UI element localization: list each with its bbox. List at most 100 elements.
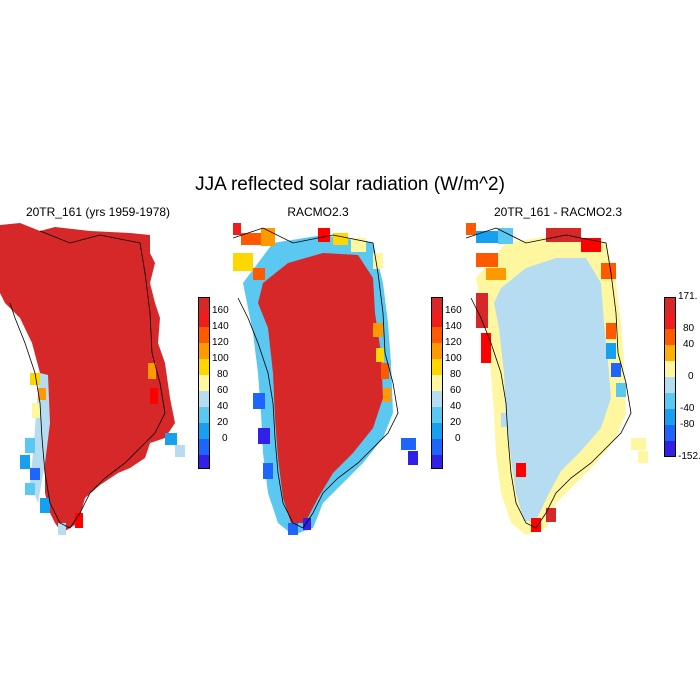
- colorbar-swatch: [198, 375, 210, 391]
- coast-cell: [466, 223, 476, 235]
- colorbar-label: 20: [450, 417, 462, 428]
- colorbar-swatch: [198, 407, 210, 423]
- colorbar-label: 40: [683, 339, 695, 350]
- colorbar-swatch: [664, 441, 676, 457]
- coast-cell: [40, 498, 50, 513]
- colorbar-swatch: [431, 375, 443, 391]
- coast-cell: [546, 508, 556, 522]
- coast-cell: [233, 253, 253, 271]
- colorbar-label: 40: [217, 401, 229, 412]
- colorbar-swatch: [664, 409, 676, 425]
- colorbar-label: 60: [217, 385, 229, 396]
- colorbar-swatch: [664, 313, 676, 329]
- coast-cell: [606, 323, 616, 339]
- colorbar-label: 80: [683, 323, 695, 334]
- coast-cell: [376, 348, 384, 362]
- colorbar-swatch: [664, 361, 676, 377]
- coast-cell: [616, 383, 626, 397]
- colorbar-swatch: [431, 423, 443, 439]
- coast-cell: [638, 451, 648, 463]
- coast-cell: [25, 483, 35, 495]
- greenland-map-racmo: [233, 223, 418, 535]
- ellesmere-island: [0, 223, 40, 293]
- colorbar-swatch: [431, 343, 443, 359]
- colorbar-swatch: [198, 455, 210, 469]
- colorbar-swatch: [198, 311, 210, 327]
- coast-cell: [408, 451, 418, 465]
- coast-cell: [476, 231, 498, 243]
- colorbar-swatch: [198, 439, 210, 455]
- colorbar-swatch: [431, 327, 443, 343]
- colorbar-label: 40: [450, 401, 462, 412]
- colorbar-frame: [664, 297, 676, 457]
- colorbar-swatch: [431, 311, 443, 327]
- coast-cell: [30, 468, 40, 480]
- coastline: [466, 227, 632, 529]
- coast-cell: [20, 455, 30, 469]
- colorbar-swatch: [198, 423, 210, 439]
- coast-cell: [148, 363, 156, 379]
- coast-cell: [351, 238, 366, 252]
- coast-cell: [303, 518, 311, 530]
- coast-cell: [381, 363, 389, 379]
- colorbar-swatch: [431, 391, 443, 407]
- colorbar-swatch: [664, 345, 676, 361]
- coast-cell: [401, 438, 416, 450]
- colorbar-label: -152.: [678, 451, 700, 462]
- colorbar-swatch: [431, 407, 443, 423]
- panel-title: 20TR_161 (yrs 1959-1978): [25, 205, 171, 219]
- coast-cell: [258, 428, 270, 444]
- coast-cell: [501, 413, 511, 427]
- greenland-ice-sheet: [0, 225, 175, 533]
- colorbar-label: 120: [212, 337, 229, 348]
- coast-cell: [253, 268, 265, 280]
- main-title: JJA reflected solar radiation (W/m^2): [195, 174, 505, 195]
- colorbar-swatch: [198, 343, 210, 359]
- coast-cell: [32, 403, 40, 418]
- coast-cell: [373, 323, 383, 337]
- coast-cell: [241, 233, 261, 245]
- coast-cell: [481, 333, 491, 363]
- coast-cell: [75, 513, 83, 528]
- coast-cell: [150, 388, 158, 404]
- coast-cell: [233, 223, 241, 235]
- coast-cell: [581, 238, 601, 252]
- coast-cell: [546, 228, 581, 242]
- coast-cell: [631, 438, 646, 450]
- coast-cell: [38, 388, 46, 400]
- greenland-ice-sheet: [258, 253, 383, 523]
- colorbar-label: 0: [688, 371, 694, 382]
- colorbar-label: 160: [212, 305, 229, 316]
- colorbar-label: 80: [217, 369, 229, 380]
- colorbar-swatch: [664, 377, 676, 393]
- colorbar-label: -80: [680, 419, 695, 430]
- coast-cell: [175, 445, 185, 457]
- coast-cell: [606, 343, 616, 359]
- colorbar-frame: [198, 297, 210, 469]
- colorbar-label: 171.: [678, 291, 698, 302]
- colorbar-swatch: [431, 297, 443, 311]
- colorbar-frame: [431, 297, 443, 469]
- coast-cell: [30, 373, 40, 385]
- coast-cell: [531, 518, 541, 532]
- colorbar-label: 160: [445, 305, 462, 316]
- colorbar-label: 100: [212, 353, 229, 364]
- colorbar-swatch: [664, 393, 676, 409]
- colorbar-swatch: [198, 359, 210, 375]
- panel-title: 20TR_161 - RACMO2.3: [493, 205, 623, 219]
- colorbar-swatch: [198, 297, 210, 311]
- coast-cell: [611, 363, 621, 377]
- colorbar-swatch: [198, 391, 210, 407]
- colorbar-label: 100: [445, 353, 462, 364]
- colorbar-label: 80: [450, 369, 462, 380]
- coast-cell: [373, 253, 383, 269]
- panel-title: RACMO2.3: [287, 205, 349, 219]
- coastline: [9, 230, 166, 529]
- coast-cell: [165, 433, 177, 445]
- colorbar-swatch: [431, 455, 443, 469]
- coast-cell: [253, 393, 265, 409]
- colorbar-swatch: [664, 329, 676, 345]
- coast-cell: [263, 463, 273, 479]
- greenland-map-difference: [466, 223, 648, 535]
- colorbar-label: 140: [212, 321, 229, 332]
